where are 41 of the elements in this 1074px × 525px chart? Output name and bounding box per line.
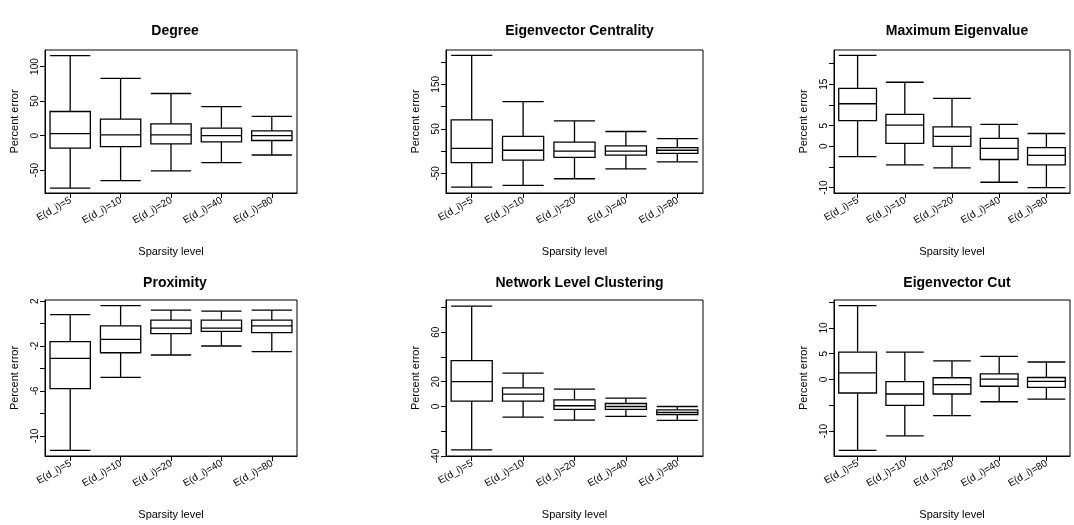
y-axis-title: Percent error	[796, 89, 809, 154]
y-tick-label: 50	[429, 122, 441, 135]
y-tick-label: -2	[28, 341, 40, 351]
y-tick-label: 0	[817, 376, 829, 383]
chart-title: Maximum Eigenvalue	[885, 22, 1029, 38]
x-axis-title: Sparsity level	[138, 507, 204, 520]
chart-title: Network Level Clustering	[495, 274, 664, 290]
y-tick-label: 0	[429, 403, 441, 410]
y-tick-label: 5	[817, 350, 829, 357]
y-tick-label: -10	[28, 428, 40, 444]
x-axis-title: Sparsity level	[138, 244, 204, 257]
y-tick-label: 2	[28, 297, 40, 304]
y-tick-label: 10	[817, 321, 829, 334]
y-tick-label: 60	[429, 326, 441, 338]
y-tick-label: -6	[28, 386, 40, 396]
x-axis-title: Sparsity level	[919, 507, 985, 520]
y-axis-title: Percent error	[408, 89, 421, 154]
y-tick-label: -50	[429, 165, 441, 181]
x-axis-title: Sparsity level	[919, 244, 985, 257]
y-tick-label: 50	[28, 95, 40, 107]
y-tick-label: 20	[429, 375, 441, 388]
chart-title: Degree	[151, 22, 199, 38]
y-tick-label: 100	[28, 57, 40, 75]
y-axis-title: Percent error	[7, 89, 20, 154]
y-tick-label: 0	[817, 143, 829, 150]
y-tick-label: 150	[429, 75, 441, 93]
y-tick-label: -50	[28, 162, 40, 178]
chart-title: Proximity	[143, 274, 208, 290]
y-axis-title: Percent error	[796, 345, 809, 411]
y-axis-title: Percent error	[408, 345, 421, 411]
y-tick-label: 0	[28, 132, 40, 139]
chart-title: Eigenvector Centrality	[505, 22, 655, 38]
chart-title: Eigenvector Cut	[903, 274, 1012, 290]
y-tick-label: 5	[817, 122, 829, 129]
y-axis-title: Percent error	[7, 345, 20, 411]
y-tick-label: -40	[429, 448, 441, 464]
x-axis-title: Sparsity level	[541, 507, 608, 520]
x-axis-title: Sparsity level	[541, 244, 608, 257]
y-tick-label: 15	[817, 78, 829, 90]
y-tick-label: -10	[817, 423, 829, 439]
y-tick-label: -10	[817, 179, 829, 195]
